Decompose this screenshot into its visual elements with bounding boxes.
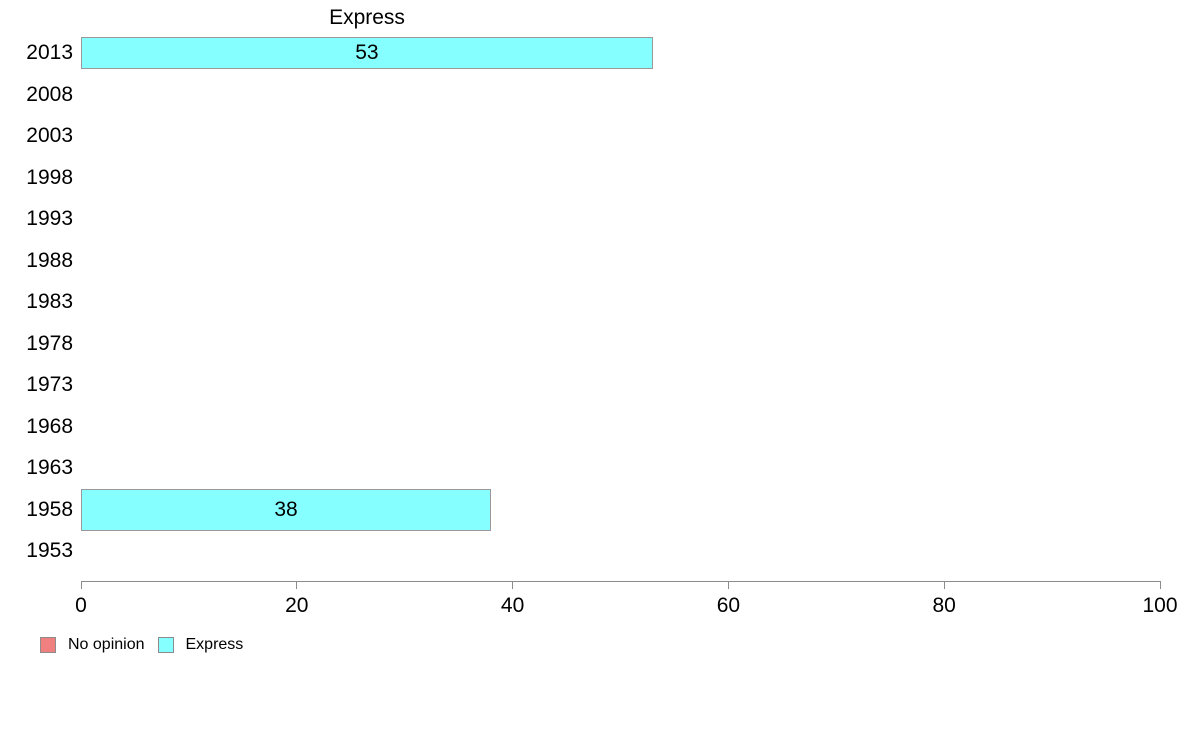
legend-swatch	[157, 637, 174, 653]
x-axis-tick-label: 0	[75, 594, 87, 617]
chart-title: Express	[329, 6, 405, 29]
x-axis-tick	[1159, 581, 1161, 589]
x-axis-tick	[943, 581, 945, 589]
y-axis-label: 1973	[26, 373, 73, 396]
x-axis-tick-label: 20	[285, 594, 309, 617]
y-axis-label: 1988	[26, 248, 73, 272]
x-axis-tick-label: 40	[500, 594, 525, 617]
y-axis-label: 1978	[26, 331, 73, 355]
x-axis-tick-label: 80	[932, 594, 956, 617]
y-axis-label: 1953	[26, 539, 73, 562]
bar-express-2013: 53	[81, 37, 653, 69]
legend: No opinion Express	[40, 636, 243, 654]
bar-value-label: 38	[274, 497, 298, 521]
y-axis-label: 1998	[26, 165, 73, 189]
bar-express-1958: 38	[81, 488, 492, 531]
x-axis-line	[81, 581, 1160, 582]
y-axis-label: 1958	[26, 497, 73, 521]
x-axis-tick	[80, 581, 82, 589]
x-axis-tick-label: 60	[716, 594, 741, 617]
legend-item-express: Express	[157, 636, 244, 654]
y-axis-label: 1963	[26, 456, 73, 479]
x-axis-tick-label: 100	[1142, 594, 1178, 617]
legend-label: No opinion	[68, 636, 145, 653]
x-axis-tick	[512, 581, 514, 589]
x-axis-tick	[727, 581, 729, 589]
bar-value-label: 53	[355, 41, 379, 64]
y-axis-label: 2008	[26, 82, 73, 106]
y-axis-label: 1993	[26, 207, 73, 230]
x-axis-tick	[296, 581, 298, 589]
legend-swatch	[40, 637, 56, 653]
legend-label: Express	[185, 636, 244, 653]
y-axis-label: 1968	[26, 414, 73, 438]
y-axis-label: 1983	[26, 290, 73, 313]
y-axis-label: 2003	[26, 124, 73, 147]
legend-item-no-opinion: No opinion	[40, 636, 145, 654]
y-axis-label: 2013	[26, 41, 73, 64]
